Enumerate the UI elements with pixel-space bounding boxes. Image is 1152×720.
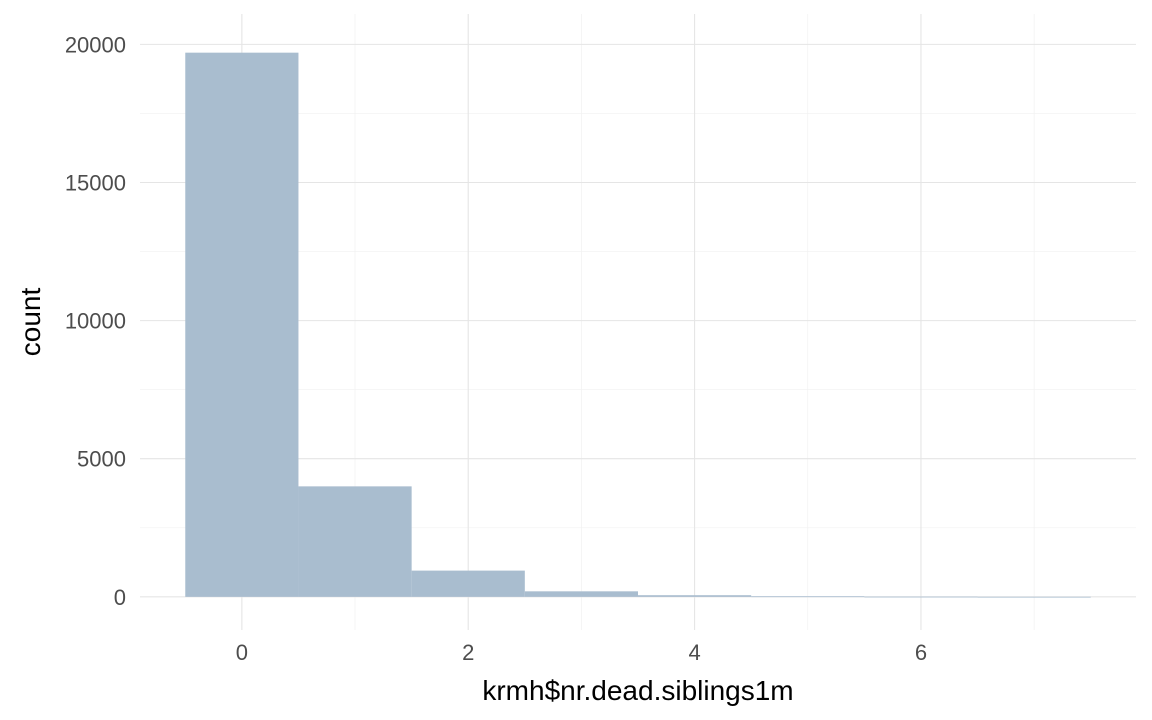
histogram-bar-7: [977, 596, 1091, 598]
y-tick-label: 10000: [65, 309, 126, 334]
y-tick-label: 20000: [65, 32, 126, 57]
y-tick-label: 0: [114, 585, 126, 610]
histogram-bar-4: [638, 595, 752, 597]
x-axis-title: krmh$nr.dead.siblings1m: [482, 675, 793, 706]
y-axis-tick-labels: 0 5000 10000 15000 20000: [65, 32, 126, 609]
histogram-bar-3: [524, 591, 638, 597]
x-tick-label: 6: [915, 640, 927, 665]
x-tick-label: 2: [462, 640, 474, 665]
histogram-bar-5: [751, 596, 865, 598]
x-tick-label: 0: [236, 640, 248, 665]
y-axis-title: count: [15, 288, 46, 357]
histogram-bar-2: [411, 570, 525, 597]
y-tick-label: 15000: [65, 171, 126, 196]
y-tick-label: 5000: [77, 447, 126, 472]
histogram-bar-1: [298, 486, 412, 597]
x-axis-tick-labels: 0 2 4 6: [236, 640, 927, 665]
histogram-bar-0: [185, 52, 299, 597]
histogram-bars: [185, 52, 1091, 598]
histogram-bar-6: [864, 596, 978, 598]
x-tick-label: 4: [688, 640, 700, 665]
